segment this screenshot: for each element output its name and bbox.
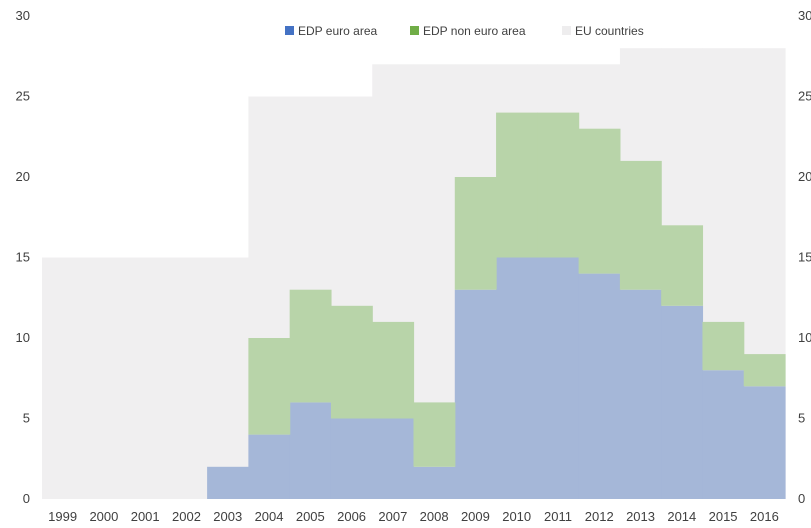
y-tick-label-right-20: 20 [798, 169, 811, 184]
edp-euro-area-bar-2009 [454, 289, 497, 499]
edp-non-euro-area-bar-2015 [702, 321, 745, 371]
edp-euro-area-bar-2015 [702, 370, 745, 499]
x-tick-label-2006: 2006 [337, 509, 366, 523]
x-tick-label-2003: 2003 [213, 509, 242, 523]
x-tick-label-2010: 2010 [502, 509, 531, 523]
edp-euro-area-bar-2012 [578, 273, 621, 499]
edp-non-euro-area-bar-2006 [330, 305, 373, 419]
edp-euro-area-bar-2005 [289, 402, 332, 499]
edp-non-euro-area-bar-2004 [248, 338, 291, 435]
x-tick-label-2016: 2016 [750, 509, 779, 523]
edp-non-euro-area-bar-2014 [661, 225, 704, 306]
y-tick-label-right-10: 10 [798, 330, 811, 345]
edp-euro-area-bar-2010 [496, 257, 538, 499]
legend-swatch-edp-euro-area [285, 26, 294, 35]
y-tick-label-right-15: 15 [798, 250, 811, 265]
y-tick-label-left-10: 10 [16, 330, 30, 345]
edp-euro-area-bar-2016 [743, 386, 786, 499]
y-tick-label-left-25: 25 [16, 89, 30, 104]
x-tick-label-2001: 2001 [131, 509, 160, 523]
eu-countries-bar-2001 [124, 257, 167, 499]
x-tick-label-2015: 2015 [709, 509, 738, 523]
edp-euro-area-bar-2011 [537, 257, 580, 499]
eu-countries-bar-2000 [83, 257, 126, 499]
edp-non-euro-area-bar-2011 [537, 112, 580, 258]
y-tick-label-left-0: 0 [23, 491, 30, 506]
y-tick-label-left-20: 20 [16, 169, 30, 184]
x-tick-label-2014: 2014 [667, 509, 696, 523]
x-tick-label-2013: 2013 [626, 509, 655, 523]
edp-non-euro-area-bar-2010 [496, 112, 538, 258]
legend-swatch-eu-countries [562, 26, 571, 35]
edp-euro-area-bar-2006 [330, 418, 373, 499]
x-tick-label-2000: 2000 [89, 509, 118, 523]
edp-non-euro-area-bar-2009 [454, 177, 497, 290]
y-tick-label-left-5: 5 [23, 411, 30, 426]
edp-euro-area-bar-2013 [619, 289, 662, 499]
y-tick-label-right-0: 0 [798, 491, 805, 506]
x-tick-label-2005: 2005 [296, 509, 325, 523]
edp-euro-area-bar-2007 [372, 418, 415, 499]
edp-euro-area-bar-2008 [413, 466, 456, 499]
edp-non-euro-area-bar-2013 [619, 160, 662, 290]
legend-label-eu-countries: EU countries [575, 24, 644, 38]
x-tick-label-2007: 2007 [378, 509, 407, 523]
y-tick-label-right-30: 30 [798, 8, 811, 23]
eu-countries-bar-2002 [165, 257, 208, 499]
edp-non-euro-area-bar-2016 [743, 354, 786, 387]
edp-euro-area-bar-2003 [207, 466, 249, 499]
y-tick-label-left-30: 30 [16, 8, 30, 23]
y-tick-label-right-5: 5 [798, 411, 805, 426]
legend-swatch-edp-non-euro-area [410, 26, 419, 35]
edp-euro-area-bar-2004 [248, 434, 291, 499]
legend-label-edp-non-euro-area: EDP non euro area [423, 24, 526, 38]
x-tick-label-2011: 2011 [544, 509, 572, 523]
eu-countries-bar-1999 [42, 257, 84, 499]
y-tick-label-right-25: 25 [798, 89, 811, 104]
x-tick-label-1999: 1999 [48, 509, 77, 523]
x-tick-label-2008: 2008 [420, 509, 449, 523]
edp-non-euro-area-bar-2012 [578, 128, 621, 274]
x-tick-label-2002: 2002 [172, 509, 201, 523]
edp-non-euro-area-bar-2005 [289, 289, 332, 403]
edp-euro-area-bar-2014 [661, 305, 704, 499]
edp-non-euro-area-bar-2007 [372, 321, 415, 419]
eu-countries-bar-2003 [207, 257, 249, 499]
y-tick-label-left-15: 15 [16, 250, 30, 265]
x-tick-label-2009: 2009 [461, 509, 490, 523]
legend-label-edp-euro-area: EDP euro area [298, 24, 377, 38]
x-tick-label-2004: 2004 [255, 509, 284, 523]
edp-non-euro-area-bar-2008 [413, 402, 456, 467]
x-tick-label-2012: 2012 [585, 509, 614, 523]
